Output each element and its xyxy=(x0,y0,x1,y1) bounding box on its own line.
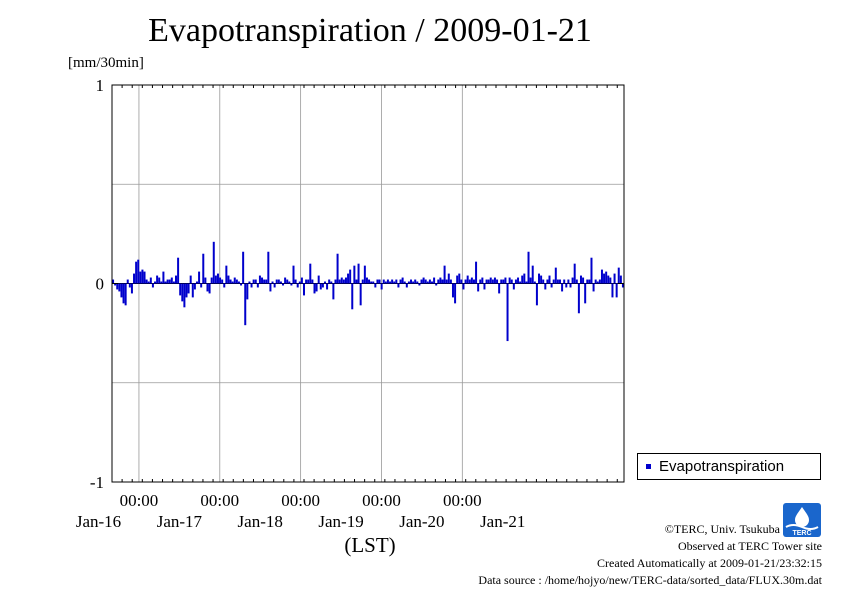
footer-source: Data source : /home/hojyo/new/TERC-data/… xyxy=(478,573,822,587)
x-date-label: Jan-21 xyxy=(480,512,525,531)
footer-created: Created Automatically at 2009-01-21/23:3… xyxy=(597,556,822,570)
x-date-label: Jan-20 xyxy=(399,512,444,531)
legend-swatch xyxy=(646,464,651,469)
footer-site: Observed at TERC Tower site xyxy=(677,539,822,553)
x-date-label: Jan-18 xyxy=(238,512,283,531)
legend-label: Evapotranspiration xyxy=(659,458,785,475)
chart-title: Evapotranspiration / 2009-01-21 xyxy=(148,12,592,49)
x-date-label: Jan-17 xyxy=(157,512,203,531)
y-axis-unit: [mm/30min] xyxy=(68,55,144,71)
chart-legend: Evapotranspiration xyxy=(637,453,821,480)
y-tick-label: 0 xyxy=(96,275,105,294)
x-time-label: 00:00 xyxy=(200,491,239,510)
y-tick-label: -1 xyxy=(90,473,104,492)
x-time-label: 00:00 xyxy=(443,491,482,510)
x-time-label: 00:00 xyxy=(120,491,159,510)
x-axis-label: (LST) xyxy=(344,533,395,557)
x-date-label: Jan-19 xyxy=(318,512,363,531)
x-time-label: 00:00 xyxy=(362,491,401,510)
terc-logo-icon: TERC xyxy=(783,503,821,537)
y-tick-label: 1 xyxy=(96,76,105,95)
x-date-label: Jan-16 xyxy=(76,512,121,531)
footer-credit: ©TERC, Univ. Tsukuba xyxy=(664,522,780,536)
x-time-label: 00:00 xyxy=(281,491,320,510)
logo-text: TERC xyxy=(792,530,811,537)
